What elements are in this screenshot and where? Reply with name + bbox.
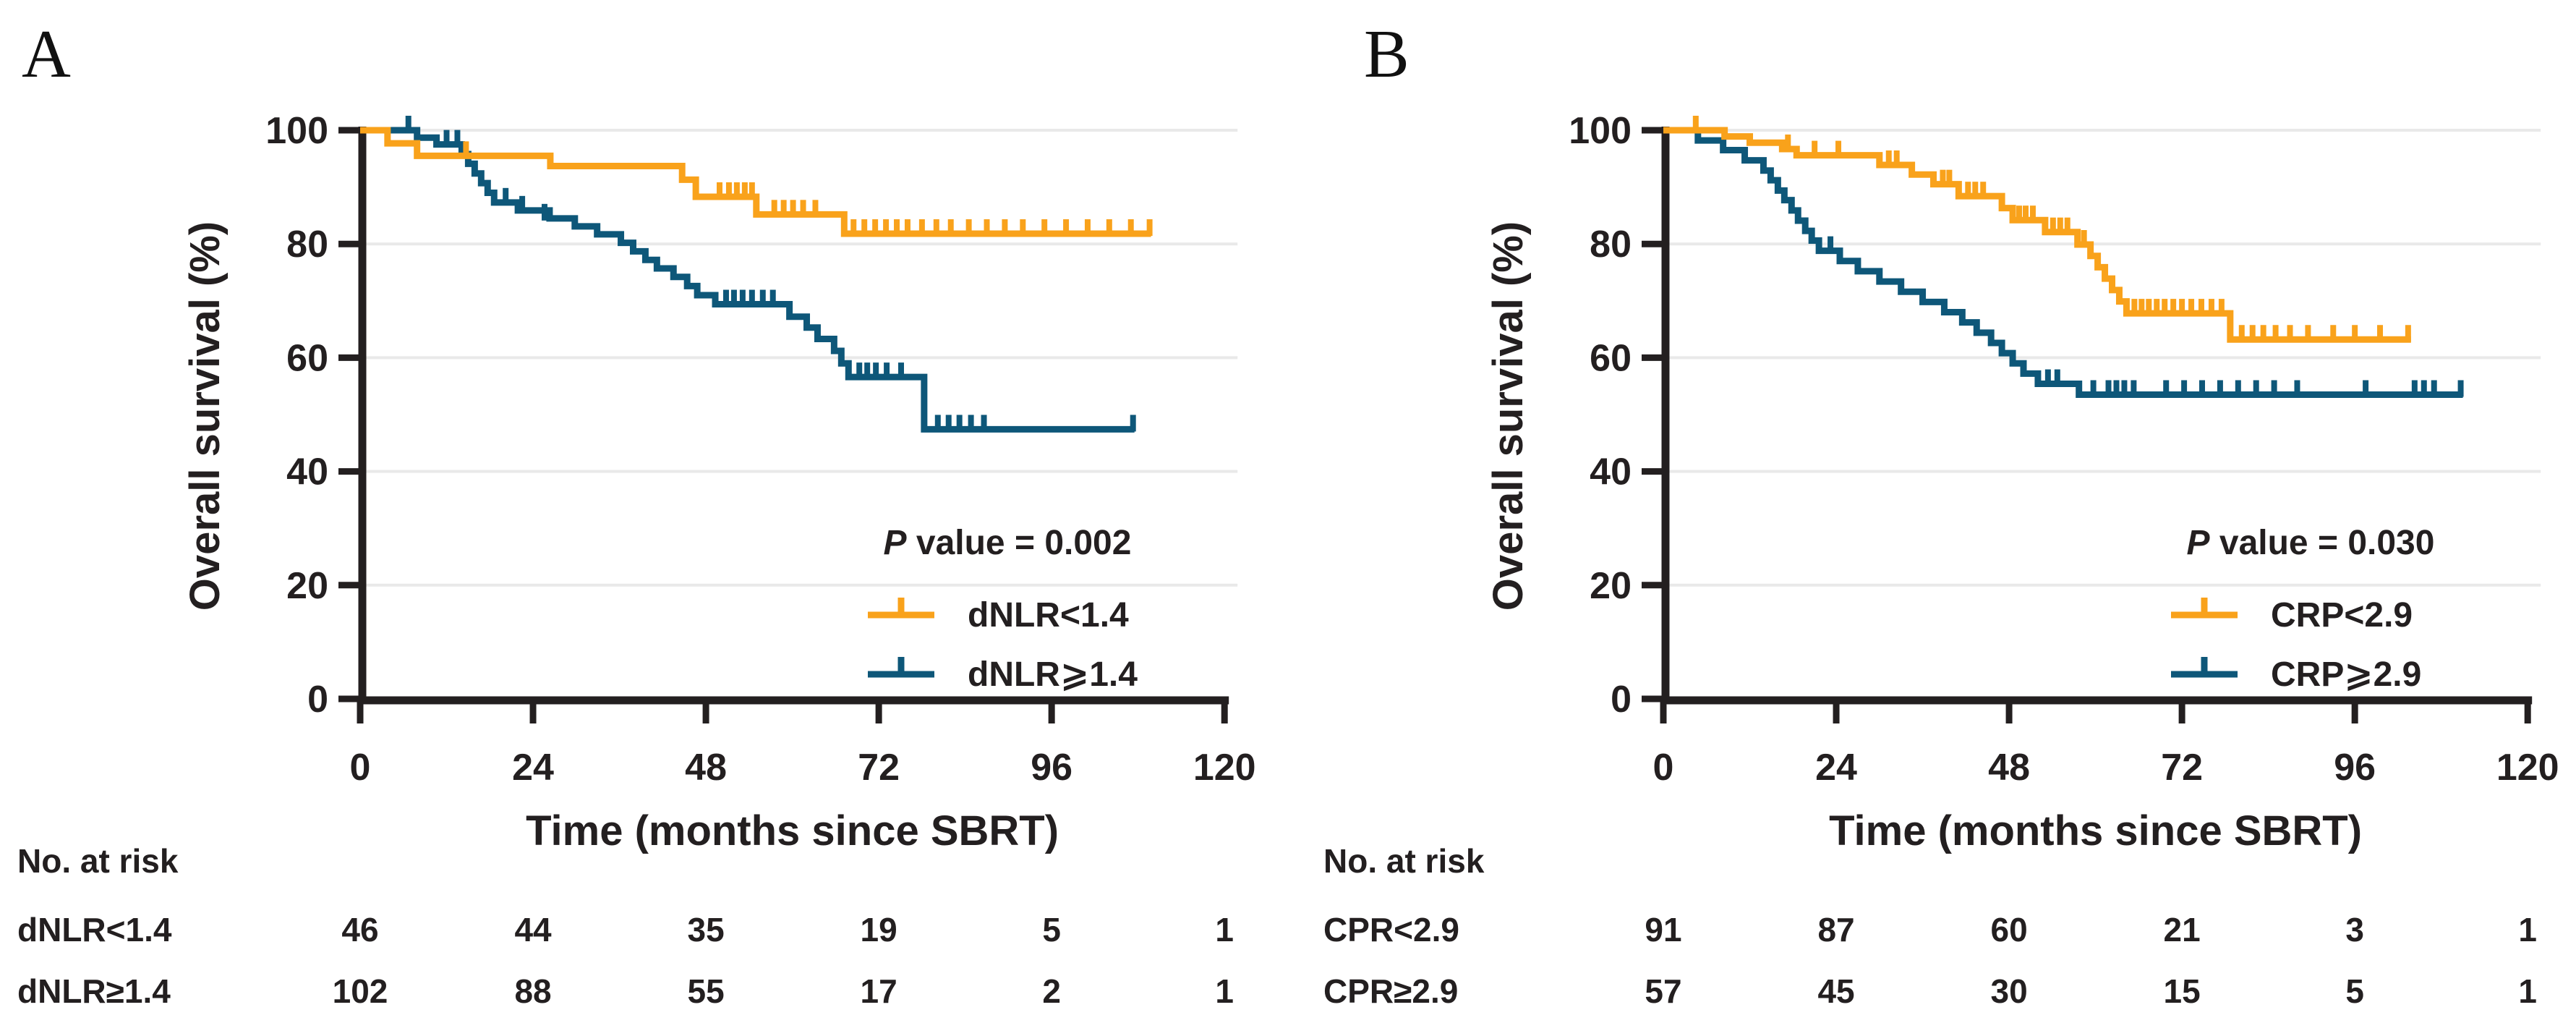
legend: P value = 0.002 dNLR<1.4 dNLR⩾1.4 — [868, 524, 1138, 694]
y-tick-label-80: 80 — [286, 224, 328, 266]
risk-count: 46 — [341, 911, 378, 948]
legend-item-1: CRP<2.9 — [2171, 596, 2413, 634]
y-tick-label-0: 0 — [1611, 679, 1632, 721]
risk-count: 1 — [1215, 972, 1234, 1010]
risk-table-row: dNLR≥1.4 102 88 55 17 2 1 — [17, 972, 1234, 1010]
risk-count: 45 — [1817, 972, 1854, 1010]
risk-count: 87 — [1817, 911, 1854, 948]
survival-curve — [1663, 127, 2463, 398]
legend-label: CRP<2.9 — [2271, 596, 2413, 634]
risk-count: 19 — [861, 911, 897, 948]
legend-item-2: dNLR⩾1.4 — [868, 655, 1138, 694]
x-tick-label-24: 24 — [1815, 747, 1857, 789]
y-tick-label-80: 80 — [1590, 224, 1632, 266]
risk-table-row: dNLR<1.4 46 44 35 19 5 1 — [17, 911, 1234, 948]
risk-row-label: CPR<2.9 — [1323, 911, 1459, 948]
y-tick-label-60: 60 — [286, 337, 328, 379]
gridlines — [360, 129, 1238, 587]
survival-curve — [1663, 127, 2411, 343]
censor-marks — [463, 141, 1153, 237]
risk-count: 15 — [2164, 972, 2201, 1010]
risk-row-label: CPR≥2.9 — [1323, 972, 1458, 1010]
x-tick-label-120: 120 — [1193, 747, 1256, 789]
y-tick-label-0: 0 — [307, 679, 328, 721]
panel-b: 0 20 40 60 80 100 0 24 48 72 96 120 Time (months sin… — [1323, 17, 2559, 1010]
censor-marks — [405, 116, 1136, 432]
risk-count: 88 — [514, 972, 551, 1010]
x-tick-label-96: 96 — [2334, 747, 2376, 789]
risk-table: No. at risk CPR<2.9 91 87 60 21 3 1 CPR≥2.9 57 45 3… — [1323, 842, 2537, 1010]
x-tick-label-24: 24 — [512, 747, 554, 789]
risk-count: 2 — [1042, 972, 1061, 1010]
risk-count: 55 — [687, 972, 724, 1010]
p-value-label: P value = 0.002 — [884, 524, 1132, 562]
y-tick-label-40: 40 — [1590, 451, 1632, 493]
curve-group-1 — [1663, 116, 2411, 343]
risk-count: 35 — [687, 911, 724, 948]
x-tick-label-48: 48 — [685, 747, 727, 789]
x-tick-label-0: 0 — [350, 747, 371, 789]
axes: 0 20 40 60 80 100 0 24 48 72 96 120 — [1569, 110, 2559, 789]
panel-letter: B — [1364, 17, 1409, 92]
risk-table-header: No. at risk — [17, 842, 179, 880]
risk-count: 3 — [2345, 911, 2364, 948]
risk-table-row: CPR≥2.9 57 45 30 15 5 1 — [1323, 972, 2537, 1010]
y-tick-label-100: 100 — [1569, 110, 1632, 152]
risk-count: 60 — [1990, 911, 2027, 948]
x-tick-label-96: 96 — [1031, 747, 1072, 789]
p-value-label: P value = 0.030 — [2187, 524, 2435, 562]
y-axis-title: Overall survival (%) — [182, 221, 229, 611]
risk-count: 5 — [1042, 911, 1061, 948]
risk-count: 30 — [1990, 972, 2027, 1010]
risk-count: 91 — [1645, 911, 1681, 948]
legend-item-1: dNLR<1.4 — [868, 596, 1129, 634]
risk-count: 5 — [2345, 972, 2364, 1010]
risk-count: 21 — [2164, 911, 2201, 948]
risk-table-header: No. at risk — [1323, 842, 1485, 880]
risk-row-label: dNLR<1.4 — [17, 911, 172, 948]
y-tick-label-40: 40 — [286, 451, 328, 493]
axes: 0 20 40 60 80 100 0 24 48 72 96 120 — [265, 110, 1255, 789]
risk-row-label: dNLR≥1.4 — [17, 972, 171, 1010]
x-axis-title: Time (months since SBRT) — [526, 807, 1059, 854]
gridlines — [1663, 129, 2541, 587]
risk-count: 17 — [861, 972, 897, 1010]
y-tick-label-20: 20 — [286, 565, 328, 607]
curve-group-2 — [360, 116, 1136, 433]
censor-marks — [1827, 236, 2464, 397]
risk-count: 102 — [333, 972, 388, 1010]
panel-letter: A — [22, 17, 71, 92]
y-tick-label-100: 100 — [265, 110, 328, 152]
x-tick-label-72: 72 — [858, 747, 900, 789]
risk-count: 1 — [1215, 911, 1234, 948]
legend-item-2: CRP⩾2.9 — [2171, 655, 2421, 694]
x-tick-label-120: 120 — [2496, 747, 2559, 789]
risk-count: 1 — [2518, 911, 2537, 948]
x-tick-label-72: 72 — [2161, 747, 2203, 789]
risk-count: 44 — [514, 911, 552, 948]
y-tick-label-20: 20 — [1590, 565, 1632, 607]
curve-group-1 — [360, 127, 1153, 237]
legend-label: dNLR⩾1.4 — [968, 655, 1138, 694]
risk-count: 57 — [1645, 972, 1681, 1010]
legend-label: CRP⩾2.9 — [2271, 655, 2421, 694]
risk-table-row: CPR<2.9 91 87 60 21 3 1 — [1323, 911, 2537, 948]
y-tick-label-60: 60 — [1590, 337, 1632, 379]
risk-count: 1 — [2518, 972, 2537, 1010]
survival-curve — [360, 127, 1135, 433]
legend: P value = 0.030 CRP<2.9 CRP⩾2.9 — [2171, 524, 2434, 694]
censor-marks — [1692, 116, 2411, 342]
risk-table: No. at risk dNLR<1.4 46 44 35 19 5 1 dNLR≥1.4 102… — [17, 842, 1234, 1010]
x-axis-title: Time (months since SBRT) — [1829, 807, 2362, 854]
x-tick-label-48: 48 — [1988, 747, 2030, 789]
y-axis-title: Overall survival (%) — [1485, 221, 1532, 611]
x-tick-label-0: 0 — [1653, 747, 1674, 789]
panel-a: 0 20 40 60 80 100 0 24 48 72 96 120 Time (months sin… — [17, 17, 1256, 1010]
curve-group-2 — [1663, 127, 2464, 398]
legend-label: dNLR<1.4 — [968, 596, 1129, 634]
